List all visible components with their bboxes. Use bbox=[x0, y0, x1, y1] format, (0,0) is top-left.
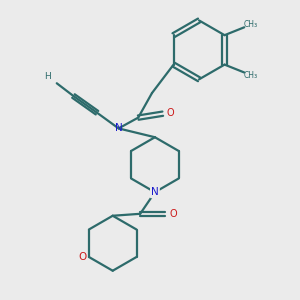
Text: O: O bbox=[170, 209, 177, 219]
Text: CH₃: CH₃ bbox=[244, 20, 258, 29]
Text: CH₃: CH₃ bbox=[244, 71, 258, 80]
Text: O: O bbox=[78, 252, 86, 262]
Text: O: O bbox=[167, 108, 174, 118]
Text: H: H bbox=[45, 72, 51, 81]
Text: N: N bbox=[115, 123, 122, 134]
Text: N: N bbox=[151, 187, 159, 197]
